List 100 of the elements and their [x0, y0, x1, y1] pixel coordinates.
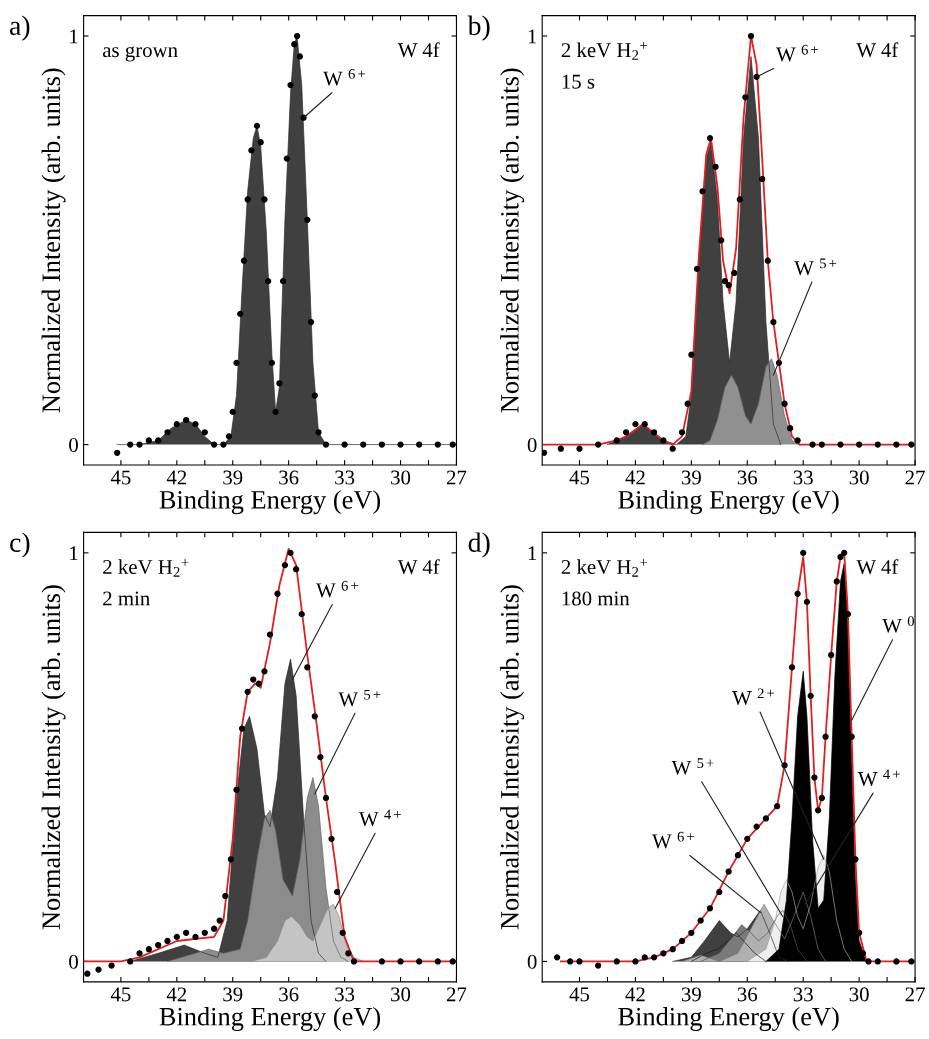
point	[712, 163, 719, 170]
point	[807, 692, 814, 699]
point	[734, 852, 742, 859]
point	[145, 946, 152, 953]
point	[833, 578, 840, 585]
point	[287, 549, 294, 556]
point	[222, 892, 229, 900]
annotation: as grown	[102, 46, 178, 62]
point	[266, 631, 274, 638]
x-tick-label: 42	[625, 987, 645, 1002]
point	[794, 590, 801, 597]
point	[397, 958, 404, 965]
point	[706, 135, 714, 142]
point	[293, 32, 301, 40]
point	[283, 155, 290, 162]
point	[108, 962, 115, 969]
point	[669, 445, 676, 452]
annotation: W $^{4+}$	[358, 809, 401, 827]
point	[660, 437, 667, 444]
point	[293, 566, 300, 573]
point	[238, 725, 246, 732]
point	[397, 441, 404, 448]
annotation: W 4f	[397, 42, 440, 58]
point	[794, 437, 801, 444]
x-tick-label: 45	[569, 987, 590, 1002]
point	[244, 196, 251, 203]
annotation: W $^{6+}$	[316, 580, 358, 598]
point	[837, 441, 844, 448]
point	[248, 147, 255, 154]
x-tick-label: 39	[681, 987, 701, 1002]
point	[183, 416, 190, 424]
point	[272, 408, 279, 416]
annotation: 2 keV H$_{2}$$^{+}$	[561, 558, 648, 577]
x-tick-label: 33	[335, 470, 355, 485]
point	[773, 803, 781, 810]
point	[781, 400, 788, 407]
point	[201, 429, 208, 436]
point	[350, 958, 358, 965]
annotation: 180 min	[562, 591, 630, 606]
point	[279, 278, 287, 285]
x-tick-label: 27	[446, 470, 467, 485]
point	[192, 421, 199, 428]
point	[595, 441, 602, 448]
point	[307, 318, 315, 326]
point	[416, 441, 423, 448]
point	[304, 216, 311, 223]
point	[736, 196, 743, 203]
point	[770, 318, 777, 326]
point	[828, 651, 835, 659]
point	[173, 421, 180, 428]
point	[576, 445, 583, 452]
point	[322, 441, 330, 448]
point	[255, 680, 262, 687]
point	[787, 425, 794, 432]
point	[811, 774, 818, 781]
point	[747, 32, 755, 40]
point	[725, 282, 732, 289]
point	[678, 937, 686, 945]
point	[274, 590, 281, 597]
annotation: W $^{2+}$	[732, 688, 774, 706]
y-axis-title: Normalized Intensity (arb. units)	[500, 585, 525, 930]
point	[678, 429, 686, 436]
point	[893, 958, 900, 965]
x-tick-label: 42	[166, 470, 187, 485]
x-tick-label: 33	[335, 987, 355, 1002]
y-tick-label: 1	[528, 546, 537, 561]
point	[809, 441, 816, 448]
point	[803, 598, 811, 606]
point	[378, 958, 386, 965]
point	[865, 958, 872, 965]
point	[296, 53, 303, 60]
point	[567, 958, 574, 965]
point	[155, 437, 162, 444]
point	[334, 888, 341, 896]
point	[716, 888, 723, 896]
point	[725, 868, 732, 875]
point	[641, 421, 648, 428]
point	[291, 41, 298, 48]
x-tick-label: 45	[110, 987, 131, 1002]
point	[788, 664, 796, 671]
x-tick-label: 27	[905, 987, 925, 1002]
point	[145, 437, 152, 444]
point	[136, 950, 143, 957]
x-tick-label: 45	[569, 470, 590, 485]
point	[650, 954, 658, 961]
point	[257, 139, 264, 146]
point	[164, 429, 171, 436]
point	[315, 429, 322, 436]
annotation: W $^{6+}$	[323, 69, 365, 86]
annotation: 2 keV H$_{2}$$^{+}$	[103, 558, 189, 577]
point	[688, 929, 695, 936]
point	[718, 237, 725, 244]
point	[697, 917, 704, 924]
point	[706, 905, 714, 912]
point	[216, 917, 223, 924]
x-axis-title: Binding Energy (eV)	[159, 490, 381, 515]
point	[155, 941, 162, 949]
point	[360, 441, 367, 448]
point	[632, 958, 639, 965]
point	[253, 122, 261, 130]
